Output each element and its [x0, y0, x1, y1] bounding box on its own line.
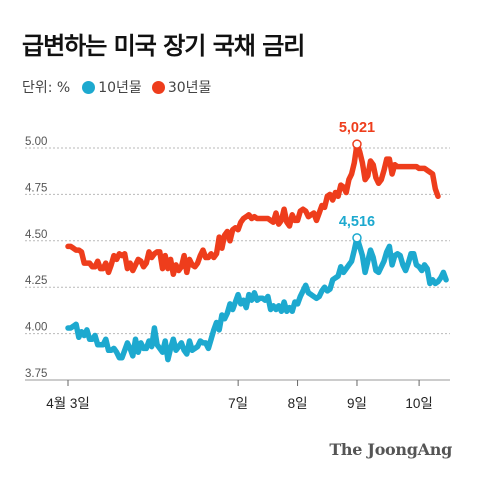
y-tick-label: 5.00 [25, 136, 47, 148]
brand-logo: The JoongAng [329, 440, 452, 459]
legend: 단위: % 10년물 30년물 [22, 77, 221, 97]
unit-label: 단위: % [22, 80, 71, 96]
y-tick-label: 3.75 [25, 368, 47, 380]
legend-item-10y: 10년물 [82, 77, 142, 97]
x-tick-label: 4월 3일 [46, 396, 90, 411]
x-tick-label: 9일 [347, 396, 367, 411]
legend-dot-30y [151, 80, 165, 94]
y-tick-label: 4.00 [25, 322, 47, 334]
legend-dot-10y [82, 80, 96, 94]
y-tick-label: 4.75 [25, 182, 47, 194]
chart-title: 급변하는 미국 장기 국채 금리 [22, 32, 305, 60]
x-tick-label: 7일 [228, 396, 248, 411]
x-tick-label: 10일 [405, 396, 432, 411]
y-tick-label: 4.50 [25, 229, 47, 241]
legend-item-30y: 30년물 [151, 77, 212, 97]
y-tick-label: 4.25 [25, 275, 47, 287]
series-line-30y [65, 141, 441, 277]
x-tick-label: 8일 [288, 396, 308, 411]
legend-label-30y: 30년물 [167, 80, 212, 96]
series-line-10y [65, 235, 449, 363]
legend-label-10y: 10년물 [98, 80, 142, 96]
peak-label-10y: 4,516 [339, 214, 375, 230]
peak-marker-10y [352, 233, 362, 243]
peak-marker-30y [352, 139, 362, 149]
peak-label-30y: 5,021 [339, 120, 375, 136]
